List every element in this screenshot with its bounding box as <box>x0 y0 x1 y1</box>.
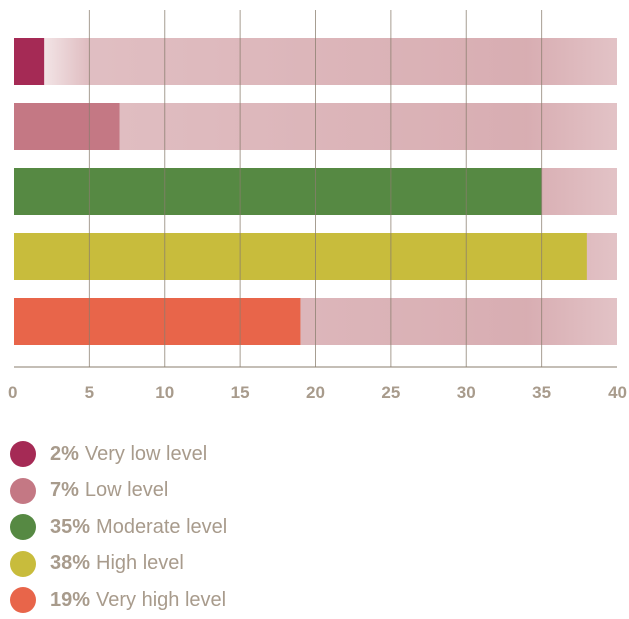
legend-pct: 38% <box>50 552 91 575</box>
x-tick-label: 40 <box>608 383 627 402</box>
legend-dot-moderate <box>10 514 36 541</box>
legend-label: Moderate level <box>96 515 228 538</box>
bar <box>14 233 587 280</box>
legend-pct: 2% <box>50 442 79 465</box>
legend-pct: 35% <box>50 515 91 538</box>
legend: 2% Very low level 7% Low level 35% Moderate… <box>10 436 227 619</box>
legend-item-low: 7% Low level <box>10 473 227 510</box>
x-tick-label: 0 <box>8 383 17 402</box>
bar <box>14 298 301 345</box>
bar-chart: 0 5 10 15 20 25 30 35 40 <box>8 10 627 402</box>
legend-pct: 19% <box>50 588 91 611</box>
legend-label: Very low level <box>84 442 208 465</box>
legend-item-very-low: 2% Very low level <box>10 436 227 473</box>
x-tick-label: 10 <box>155 383 174 402</box>
legend-label: Very high level <box>96 588 227 611</box>
legend-pct: 7% <box>50 479 79 502</box>
legend-item-high: 38% High level <box>10 546 227 583</box>
bars <box>14 38 587 345</box>
legend-item-moderate: 35% Moderate level <box>10 509 227 546</box>
legend-item-very-high: 19% Very high level <box>10 582 227 619</box>
x-tick-label: 20 <box>306 383 325 402</box>
bar <box>14 38 45 85</box>
x-axis-ticks: 0 5 10 15 20 25 30 35 40 <box>8 383 627 402</box>
legend-dot-low <box>10 477 36 504</box>
gridlines <box>88 10 543 367</box>
x-tick-label: 5 <box>85 383 94 402</box>
legend-label: Low level <box>84 479 169 502</box>
legend-label: High level <box>96 552 184 575</box>
x-tick-label: 25 <box>381 383 400 402</box>
legend-dot-very-low <box>10 441 36 468</box>
x-tick-label: 35 <box>532 383 551 402</box>
x-tick-label: 15 <box>231 383 250 402</box>
legend-dot-high <box>10 550 36 577</box>
bar <box>14 103 120 150</box>
bar <box>14 168 542 215</box>
x-tick-label: 30 <box>457 383 476 402</box>
legend-dot-very-high <box>10 587 36 614</box>
